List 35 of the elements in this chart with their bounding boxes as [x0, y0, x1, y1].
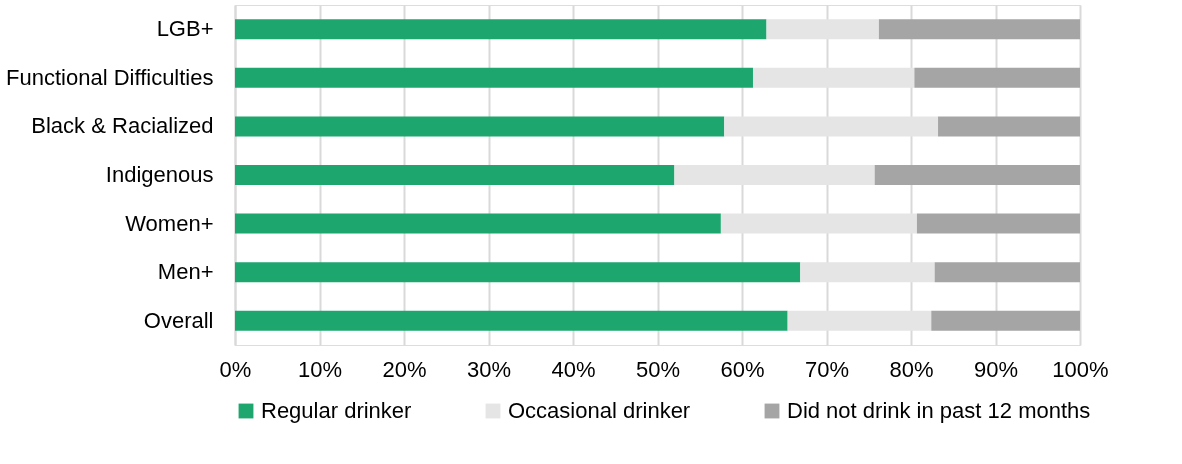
x-tick-label: 30%: [466, 356, 512, 382]
legend-label: Did not drink in past 12 months: [787, 398, 1091, 423]
legend-label: Regular drinker: [261, 398, 412, 423]
x-tick-label: 0%: [219, 356, 252, 382]
bar: [235, 262, 801, 283]
y-tick-label: Overall: [143, 307, 214, 333]
bar: [235, 19, 767, 40]
x-tick-label: 80%: [889, 356, 934, 382]
bar: [235, 116, 725, 137]
bar: [235, 310, 788, 331]
x-tick-label: 10%: [297, 356, 343, 382]
y-tick-label: Functional Difficulties: [6, 64, 214, 90]
x-tick-label: 60%: [720, 356, 765, 382]
bar: [938, 116, 1080, 137]
bar: [235, 213, 721, 234]
y-tick-label: Men+: [157, 259, 214, 285]
bar: [931, 310, 1080, 331]
y-tick-label: Women+: [125, 210, 214, 236]
y-tick-label: Black & Racialized: [31, 113, 214, 139]
bar: [235, 165, 675, 185]
bar: [235, 67, 753, 88]
bar: [916, 213, 1080, 234]
x-tick-label: 90%: [973, 356, 1019, 382]
bar: [878, 19, 1080, 40]
x-tick-label: 40%: [551, 356, 596, 382]
x-tick-label: 20%: [382, 356, 427, 382]
y-tick-label: LGB+: [156, 16, 214, 42]
x-tick-label: 50%: [635, 356, 681, 382]
x-tick-label: 70%: [804, 356, 850, 382]
bar: [914, 67, 1080, 88]
x-tick-label: 100%: [1052, 356, 1109, 382]
legend-label: Occasional drinker: [508, 398, 691, 423]
bar: [934, 262, 1080, 283]
y-tick-label: Indigenous: [105, 162, 214, 187]
bar: [874, 165, 1080, 185]
